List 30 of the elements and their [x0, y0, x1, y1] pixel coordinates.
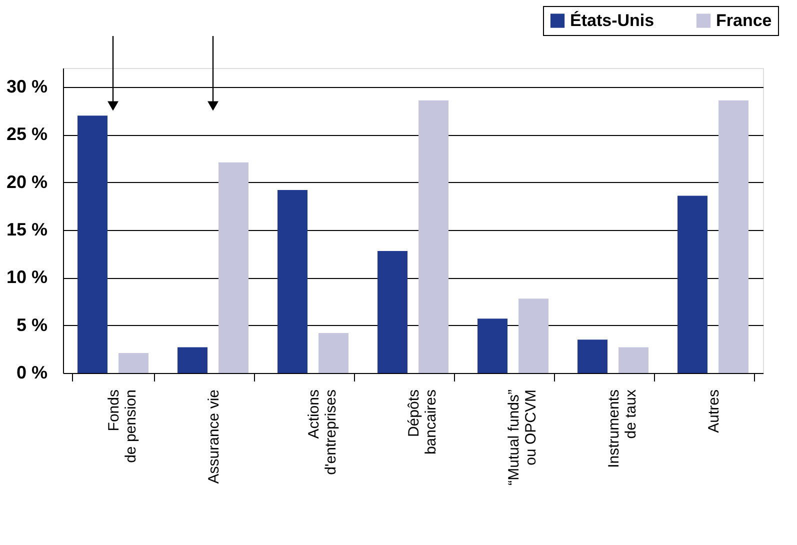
bar	[178, 347, 208, 373]
x-tick-label: Assurance vie	[206, 390, 222, 484]
x-tick-label: “Mutual funds” ou OPCVM	[506, 389, 540, 486]
bar	[478, 318, 508, 373]
bar	[678, 196, 708, 373]
bar	[318, 332, 348, 373]
y-tick-label: 25 %	[6, 124, 48, 144]
y-tick-label: 15 %	[6, 220, 48, 240]
legend-label: États-Unis	[570, 10, 654, 30]
y-tick-label: 30 %	[6, 76, 48, 97]
legend-label: France	[716, 10, 772, 30]
x-tick-label: Autres	[706, 390, 722, 433]
bar	[578, 340, 608, 373]
bar	[618, 347, 648, 373]
bar	[378, 251, 408, 373]
y-tick-label: 20 %	[6, 172, 48, 192]
x-tick-label: Fonds de pension	[106, 390, 140, 463]
x-tick-label: Actions d'entreprises	[306, 390, 340, 475]
bar	[118, 352, 148, 373]
x-tick-label: Dépôts bancaires	[406, 390, 440, 455]
x-tick-label: Instruments de taux	[606, 389, 640, 468]
bar	[218, 162, 248, 373]
bar	[278, 190, 308, 373]
y-tick-label: 0 %	[16, 362, 48, 382]
bar	[78, 116, 108, 373]
y-tick-label: 5 %	[16, 314, 48, 335]
bar	[518, 298, 548, 373]
bar	[418, 100, 448, 373]
bar	[718, 100, 748, 373]
y-tick-label: 10 %	[6, 267, 48, 288]
